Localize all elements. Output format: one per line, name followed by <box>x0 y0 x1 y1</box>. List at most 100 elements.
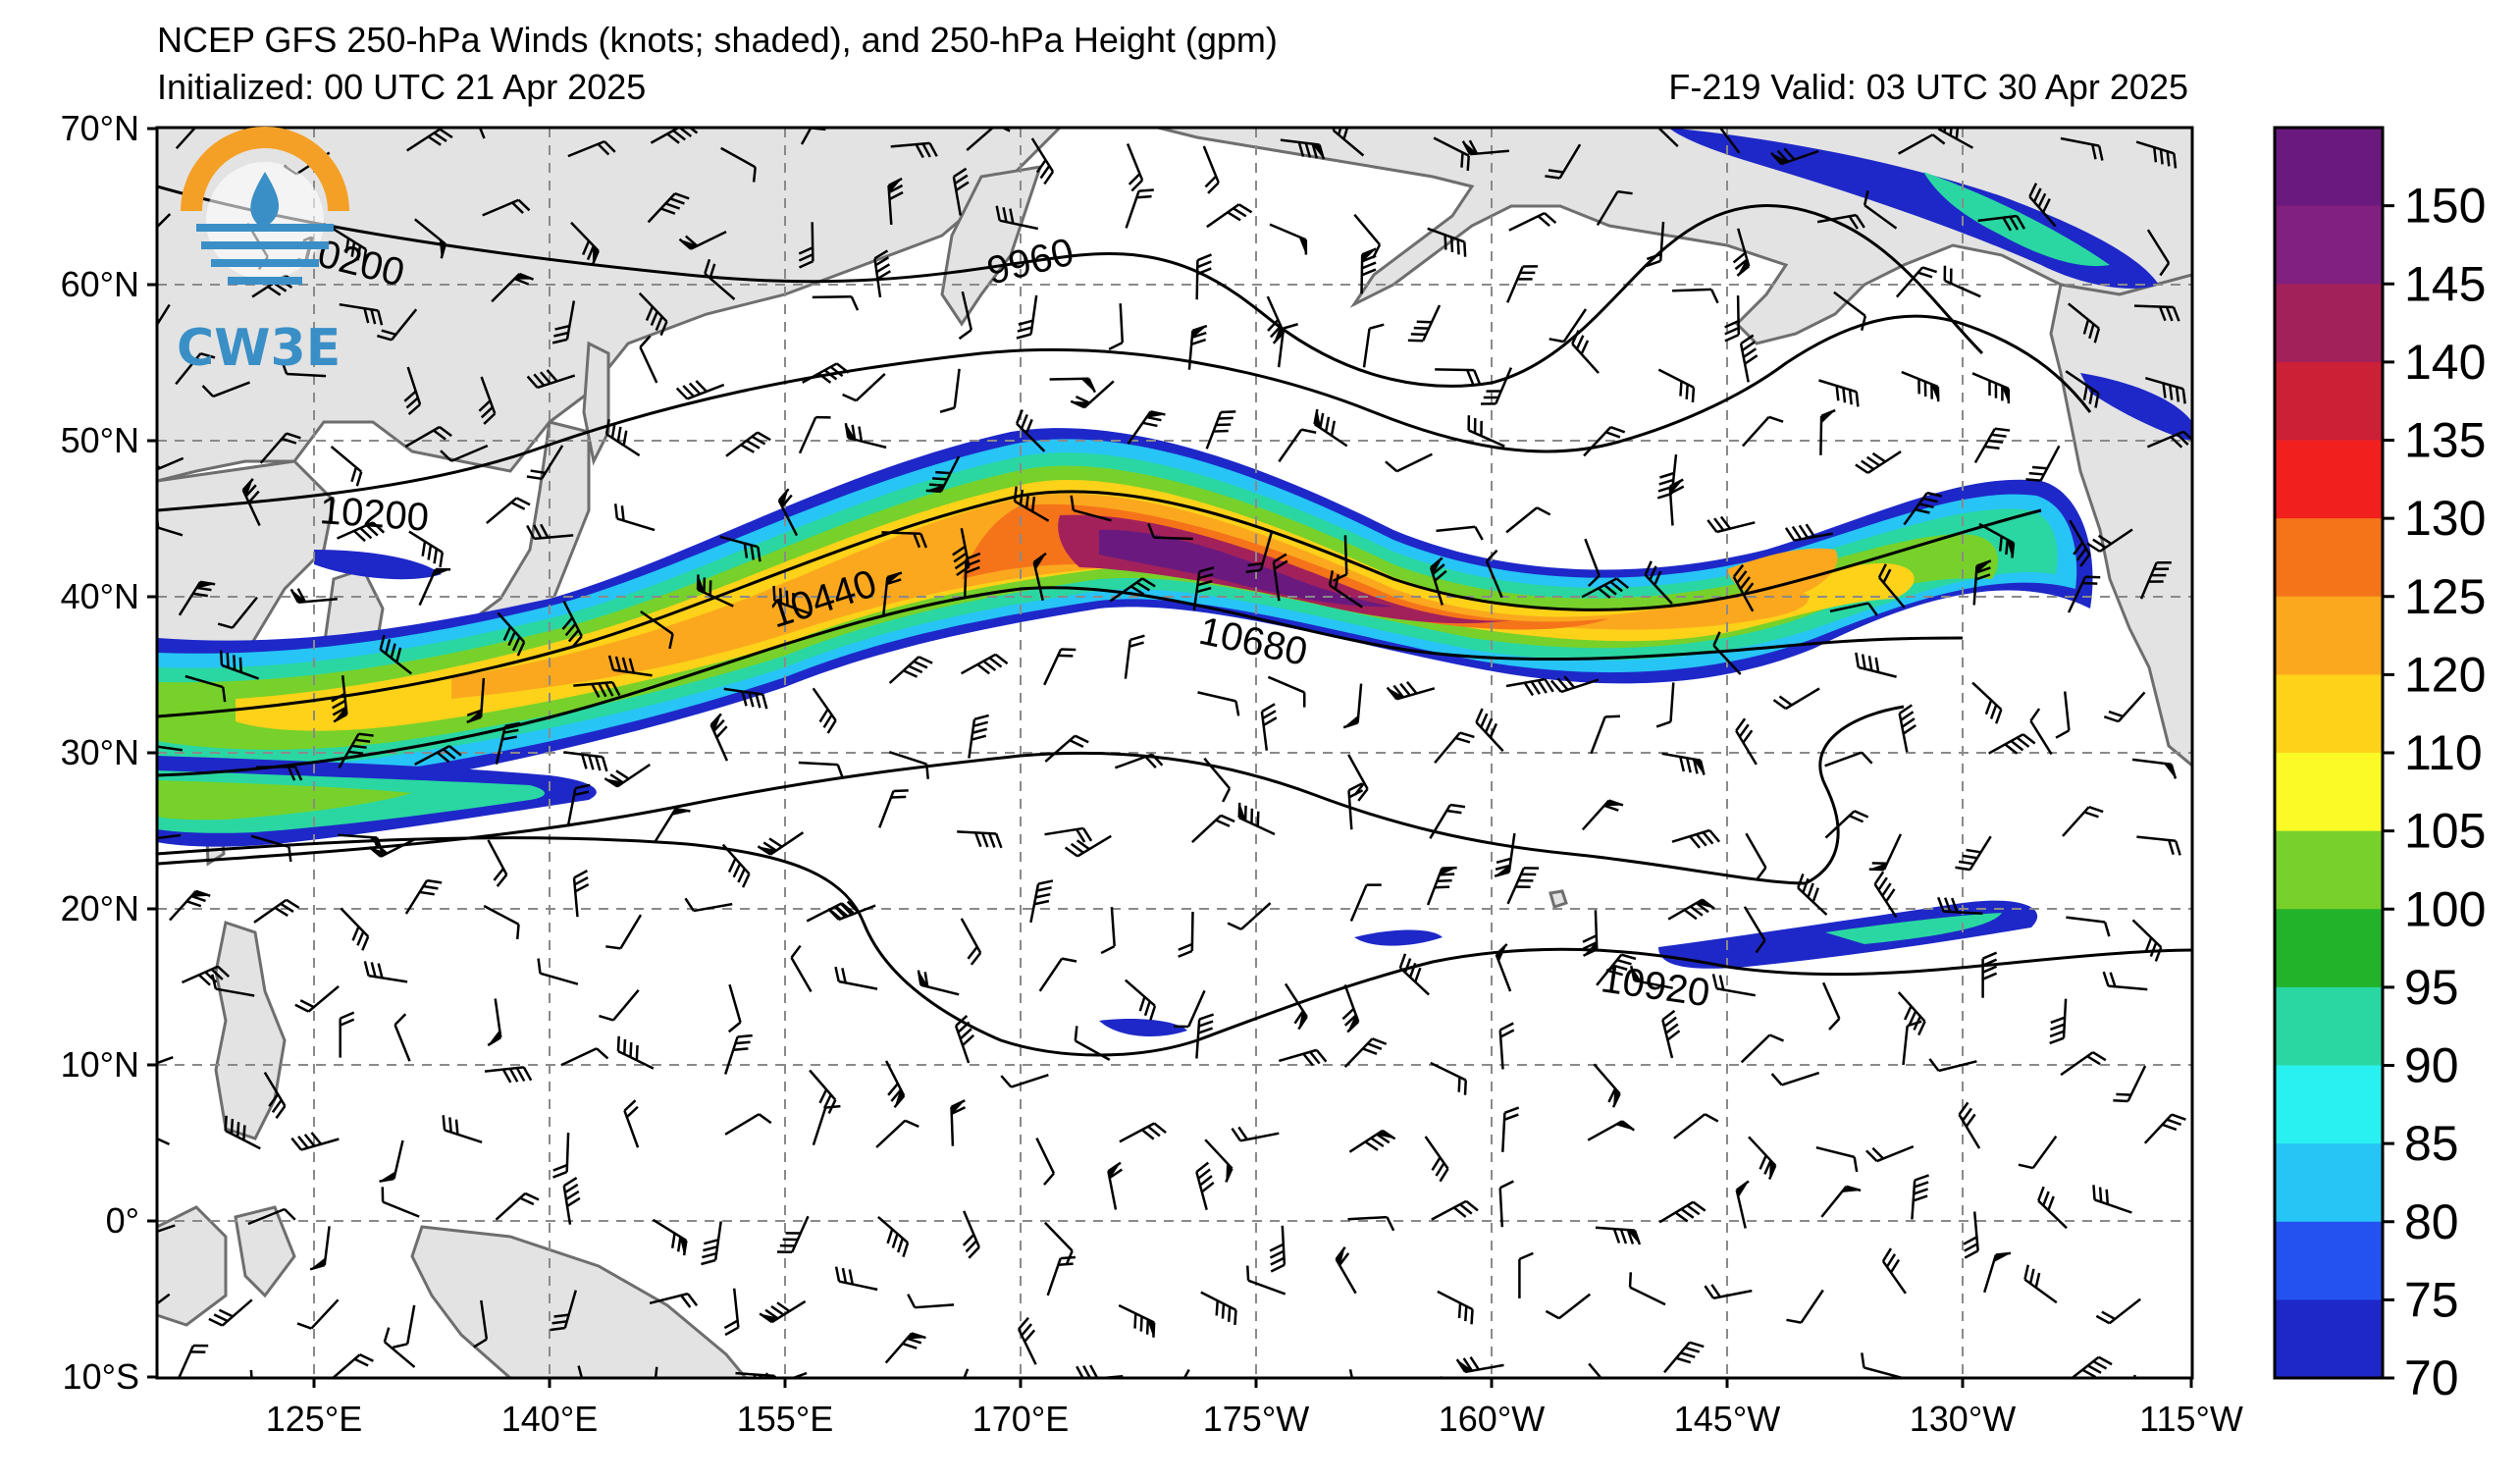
wind-barb <box>844 422 887 450</box>
wind-barb <box>678 230 727 250</box>
wind-barbs <box>157 128 2192 1419</box>
wind-barb <box>1743 906 1766 954</box>
wind-barb <box>406 128 453 152</box>
wind-barb <box>484 1066 533 1084</box>
wind-barb <box>1202 145 1220 194</box>
wind-barb <box>701 1221 722 1266</box>
colorbar-tick-label: 130 <box>2404 491 2486 546</box>
wind-barb <box>408 530 445 568</box>
logo-text: CW3E <box>177 319 341 378</box>
wind-barb <box>878 789 909 828</box>
wind-barb <box>1903 491 1943 526</box>
wind-barb <box>1495 943 1512 992</box>
colorbar-tick-label: 120 <box>2404 647 2486 702</box>
wind-barb <box>1426 866 1457 906</box>
wind-barb <box>560 1047 609 1067</box>
wind-barb <box>1385 452 1433 473</box>
wind-barb <box>1431 1199 1479 1221</box>
wind-barb <box>1436 525 1484 541</box>
wind-barb <box>757 831 805 856</box>
wind-barb <box>2068 302 2101 344</box>
wind-barb <box>1437 1290 1474 1325</box>
wind-barb <box>963 552 981 599</box>
wind-barb <box>1313 408 1348 448</box>
wind-barb <box>2029 708 2053 756</box>
lat-label-60n: 60°N <box>61 264 139 304</box>
wind-barb <box>790 944 813 993</box>
wind-barb <box>263 1071 287 1119</box>
wind-barb <box>1772 687 1820 711</box>
wind-barb <box>2143 1113 2186 1144</box>
wind-barb <box>250 834 292 863</box>
wind-barb <box>2146 229 2171 277</box>
wind-barb <box>339 302 384 326</box>
jet-alaska-east <box>2080 373 2192 442</box>
wind-barb <box>1348 1369 1360 1378</box>
wind-barb <box>724 1033 753 1075</box>
wind-barb <box>1147 522 1193 541</box>
wind-barb <box>957 830 1003 849</box>
wind-barb <box>485 497 531 525</box>
wind-barb <box>1032 552 1047 602</box>
wind-barb <box>1897 133 1946 155</box>
wind-barb <box>1505 506 1551 534</box>
wind-barb <box>696 574 734 608</box>
wind-barb <box>952 1368 970 1378</box>
wind-barb <box>157 743 184 752</box>
wind-barb <box>289 588 338 605</box>
lat-label-40n: 40°N <box>61 576 139 616</box>
wind-barb <box>1284 982 1308 1031</box>
wind-barb <box>482 198 531 217</box>
wind-barb <box>2144 376 2186 404</box>
wind-barb <box>654 807 691 843</box>
wind-barb <box>526 369 576 390</box>
wind-barb <box>1658 1200 1706 1224</box>
colorbar-segment <box>2275 1143 2383 1223</box>
wind-barb <box>2146 430 2192 449</box>
wind-barb <box>616 1035 655 1070</box>
wind-barb <box>2049 998 2068 1045</box>
wind-barb <box>338 732 374 769</box>
wind-barb <box>1035 1138 1056 1186</box>
wind-barb <box>1169 1368 1190 1378</box>
wind-barb <box>1581 577 1630 599</box>
wind-barb <box>1786 1289 1824 1324</box>
wind-barb <box>1467 415 1505 448</box>
wind-barb <box>1173 989 1206 1029</box>
wind-barb <box>962 1210 980 1259</box>
wind-barb <box>719 535 761 562</box>
lon-label-125e: 125°E <box>266 1399 362 1439</box>
wind-barb <box>487 998 502 1047</box>
lat-label-10s: 10°S <box>63 1356 139 1397</box>
wind-barb <box>1475 708 1504 753</box>
colorbar-segment <box>2275 1221 2383 1300</box>
wind-barb <box>404 878 443 915</box>
wind-barb <box>759 1299 807 1324</box>
wind-barb <box>1855 450 1902 474</box>
wind-barb <box>1735 1180 1750 1229</box>
wind-barb <box>1786 1373 1821 1419</box>
wind-barb <box>724 1113 772 1136</box>
wind-barb <box>1928 1058 1977 1073</box>
jet-tropical-east-inner <box>1825 913 2002 944</box>
wind-barb <box>175 352 216 386</box>
wind-barb <box>1784 523 1833 542</box>
wind-barb <box>453 1373 491 1418</box>
wind-barb <box>1821 981 1841 1031</box>
wind-barb <box>1074 1026 1111 1061</box>
wind-barb <box>296 1298 340 1330</box>
lon-axis: 125°E 140°E 155°E 170°E 175°W 160°W 145°… <box>266 1378 2243 1439</box>
colorbar-tick-label: 125 <box>2404 569 2486 624</box>
colorbar-segment <box>2275 909 2383 988</box>
wind-barb <box>1815 1145 1859 1173</box>
wind-barb <box>1043 648 1076 686</box>
wind-barb <box>1770 1071 1820 1086</box>
wind-barb <box>157 1293 171 1319</box>
wind-barb <box>368 837 417 858</box>
wind-barb <box>2102 971 2148 991</box>
wind-barb <box>1038 957 1077 992</box>
wind-barb <box>723 687 768 710</box>
wind-barb <box>1044 734 1089 763</box>
wind-barb <box>552 1133 570 1179</box>
